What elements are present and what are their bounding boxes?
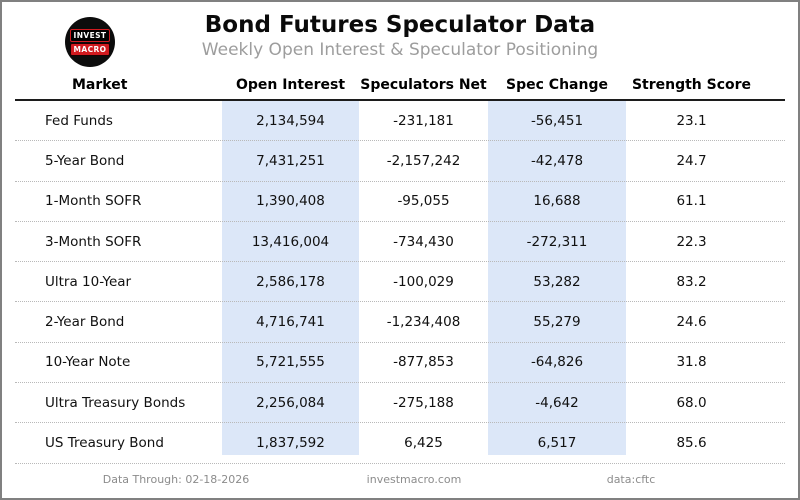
table-row: Ultra Treasury Bonds 2,256,084 -275,188 -4,… [15, 383, 785, 424]
open-interest-cell: 1,390,408 [256, 193, 325, 210]
market-cell: 10-Year Note [45, 354, 131, 371]
spec-change-cell: -64,826 [530, 354, 584, 371]
speculators-net-cell: -100,029 [393, 273, 454, 290]
speculators-net-cell: -95,055 [397, 193, 450, 210]
spec-change-cell: 55,279 [533, 314, 581, 331]
spec-change-cell: 6,517 [537, 435, 577, 452]
table-row: US Treasury Bond 1,837,592 6,425 6,517 85.6 [15, 423, 785, 464]
spec-change-cell: 16,688 [533, 193, 581, 210]
speculators-net-cell: -2,157,242 [386, 152, 461, 169]
strength-score-cell: 31.8 [676, 354, 707, 371]
column-header-speculators-net: Speculators Net [360, 76, 487, 93]
speculators-net-cell: -275,188 [393, 394, 454, 411]
column-header-strength-score: Strength Score [631, 76, 752, 93]
spec-change-column-highlight [488, 101, 626, 455]
open-interest-cell: 2,586,178 [256, 273, 325, 290]
table-header-row: Market Open Interest Speculators Net Spec C… [15, 70, 785, 101]
open-interest-cell: 2,134,594 [256, 112, 325, 129]
table-row: 3-Month SOFR 13,416,004 -734,430 -272,311 22… [15, 222, 785, 263]
table-body: Fed Funds 2,134,594 -231,181 -56,451 23.1 5-Y… [15, 101, 785, 464]
open-interest-cell: 13,416,004 [251, 233, 330, 250]
table-row: Fed Funds 2,134,594 -231,181 -56,451 23.1 [15, 101, 785, 142]
market-cell: 2-Year Bond [45, 314, 125, 331]
open-interest-cell: 4,716,741 [256, 314, 325, 331]
market-cell: 1-Month SOFR [45, 193, 142, 210]
strength-score-cell: 23.1 [676, 112, 707, 129]
data-source-label: data:cftc [606, 473, 656, 486]
strength-score-cell: 22.3 [676, 233, 707, 250]
spec-change-cell: 53,282 [533, 273, 581, 290]
strength-score-cell: 61.1 [676, 193, 707, 210]
market-cell: Ultra 10-Year [45, 273, 132, 290]
market-cell: 5-Year Bond [45, 152, 125, 169]
speculators-net-cell: -231,181 [393, 112, 454, 129]
market-cell: Ultra Treasury Bonds [45, 394, 186, 411]
open-interest-cell: 7,431,251 [256, 152, 325, 169]
market-cell: Fed Funds [45, 112, 113, 129]
column-header-open-interest: Open Interest [235, 76, 346, 93]
investmacro-logo: INVEST MACRO [65, 17, 115, 67]
page-subtitle: Weekly Open Interest & Speculator Positi… [201, 40, 599, 60]
open-interest-cell: 2,256,084 [256, 394, 325, 411]
strength-score-cell: 24.6 [676, 314, 707, 331]
spec-change-cell: -42,478 [530, 152, 584, 169]
speculators-net-cell: -734,430 [393, 233, 454, 250]
spec-change-cell: -56,451 [530, 112, 584, 129]
website-label: investmacro.com [366, 473, 462, 486]
speculators-net-cell: 6,425 [404, 435, 443, 452]
strength-score-cell: 68.0 [676, 394, 707, 411]
open-interest-cell: 1,837,592 [256, 435, 325, 452]
spec-change-cell: -272,311 [526, 233, 588, 250]
table-row: 10-Year Note 5,721,555 -877,853 -64,826 31.8 [15, 343, 785, 384]
table-row: 2-Year Bond 4,716,741 -1,234,408 55,279 24.6 [15, 302, 785, 343]
strength-score-cell: 83.2 [676, 273, 707, 290]
open-interest-cell: 5,721,555 [256, 354, 325, 371]
strength-score-cell: 85.6 [676, 435, 707, 452]
column-header-market: Market [72, 76, 128, 93]
page-title: Bond Futures Speculator Data [204, 12, 596, 38]
open-interest-column-highlight [222, 101, 359, 455]
market-cell: US Treasury Bond [45, 435, 164, 452]
logo-invest-label: INVEST [69, 28, 111, 42]
table-row: 1-Month SOFR 1,390,408 -95,055 16,688 61.1 [15, 182, 785, 222]
table-row: Ultra 10-Year 2,586,178 -100,029 53,282 83.2 [15, 262, 785, 303]
spec-change-cell: -4,642 [535, 394, 579, 411]
table-row: 5-Year Bond 7,431,251 -2,157,242 -42,478 24.… [15, 141, 785, 182]
speculators-net-cell: -877,853 [393, 354, 454, 371]
speculators-net-cell: -1,234,408 [386, 314, 461, 331]
market-cell: 3-Month SOFR [45, 233, 142, 250]
speculator-data-table: Market Open Interest Speculators Net Spec C… [15, 70, 785, 464]
logo-macro-label: MACRO [69, 42, 111, 56]
data-through-label: Data Through: 02-18-2026 [102, 473, 250, 486]
column-header-spec-change: Spec Change [506, 76, 608, 93]
strength-score-cell: 24.7 [676, 152, 707, 169]
